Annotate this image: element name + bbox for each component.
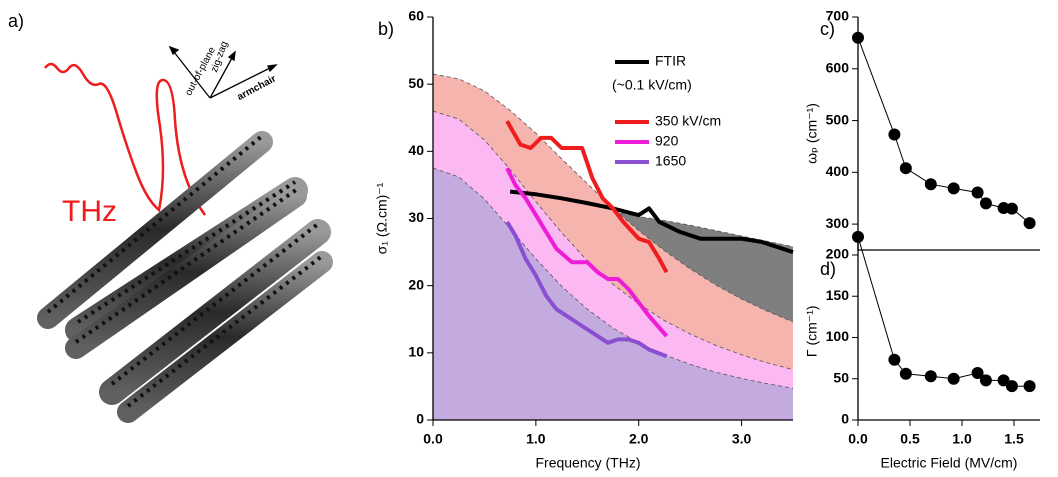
data-point — [947, 372, 960, 385]
y-tick-label: 500 — [826, 111, 850, 127]
data-point — [924, 178, 937, 191]
crystal-axes — [168, 45, 278, 99]
data-line — [505, 220, 668, 359]
data-point — [1023, 217, 1036, 230]
data-point — [888, 353, 901, 366]
x-tick-label: 2.0 — [629, 431, 649, 447]
x-tick-label: 0.0 — [423, 431, 443, 447]
y-tick-label: 200 — [826, 246, 850, 262]
x-axis-label: Electric Field (MV/cm) — [881, 455, 1018, 471]
data-point — [924, 370, 937, 383]
data-line — [505, 167, 669, 338]
data-line — [857, 37, 1030, 224]
data-point — [852, 230, 864, 243]
chart-panel: FTIR (~0.1 kV/cm) 350 kV/cm 920 1650 0 10 20 30 4… — [374, 8, 794, 471]
y-tick-label: 300 — [826, 215, 850, 231]
y-tick-label: 0 — [841, 411, 849, 427]
data-point — [997, 374, 1010, 387]
data-line — [857, 236, 1030, 387]
panel-a: a) THz out-of-plane zig-zag armchair — [8, 11, 333, 423]
x-axis-label: Frequency (THz) — [535, 455, 640, 471]
drude-curve — [432, 167, 794, 389]
panel-label: a) — [8, 11, 24, 31]
data-point — [971, 366, 984, 379]
drude-area — [433, 168, 793, 420]
thz-wave — [44, 62, 207, 216]
axis-label: armchair — [235, 73, 278, 103]
data-point — [1005, 202, 1018, 215]
y-tick-label: 10 — [408, 344, 424, 360]
panel-label: b) — [378, 19, 394, 39]
y-tick-label: 30 — [408, 209, 424, 225]
chart-panel: 0 50 100 150 200 0.0 0.5 1.0 1.5 d) Electric Field… — [804, 230, 1040, 471]
data-point — [979, 197, 992, 210]
y-tick-label: 50 — [408, 75, 424, 91]
y-tick-label: 700 — [826, 8, 850, 24]
data-point — [979, 374, 992, 387]
data-line — [509, 189, 794, 255]
data-point — [1023, 380, 1036, 393]
y-axis-label: ωₚ (cm⁻¹) — [804, 103, 820, 164]
data-point — [888, 128, 901, 141]
legend-label: FTIR — [655, 53, 686, 69]
drude-curve — [432, 73, 794, 323]
atom-rows — [46, 134, 324, 408]
legend-label: 350 kV/cm — [655, 113, 721, 129]
y-tick-label: 100 — [826, 328, 850, 344]
panel-label: c) — [820, 19, 835, 39]
y-tick-label: 0 — [416, 411, 424, 427]
panel-label: d) — [820, 259, 836, 279]
data-point — [899, 367, 912, 380]
phosphorene-layers — [37, 131, 333, 423]
y-tick-label: 50 — [833, 369, 849, 385]
y-tick-label: 600 — [826, 59, 850, 75]
data-point — [899, 162, 912, 175]
y-tick-label: 20 — [408, 276, 424, 292]
legend-label: 920 — [655, 133, 679, 149]
drude-curve — [432, 110, 794, 370]
data-point — [947, 182, 960, 195]
thz-label: THz — [62, 195, 117, 228]
x-tick-label: 1.5 — [1004, 431, 1024, 447]
y-tick-label: 40 — [408, 142, 424, 158]
x-tick-label: 1.0 — [952, 431, 972, 447]
y-tick-label: 60 — [408, 8, 424, 24]
y-axis-label: Γ (cm⁻¹) — [804, 305, 820, 357]
x-tick-label: 3.0 — [732, 431, 752, 447]
legend-label: 1650 — [655, 153, 686, 169]
y-axis-label: σ₁ (Ω.cm)⁻¹ — [374, 182, 390, 254]
y-tick-label: 150 — [826, 287, 850, 303]
data-point — [1005, 380, 1018, 393]
x-tick-label: 0.5 — [900, 431, 920, 447]
data-line — [505, 120, 669, 274]
x-tick-label: 1.0 — [526, 431, 546, 447]
legend-note: (~0.1 kV/cm) — [612, 77, 692, 93]
drude-curve — [433, 196, 794, 248]
x-tick-label: 0.0 — [848, 431, 868, 447]
data-point — [971, 186, 984, 199]
y-tick-label: 400 — [826, 163, 850, 179]
